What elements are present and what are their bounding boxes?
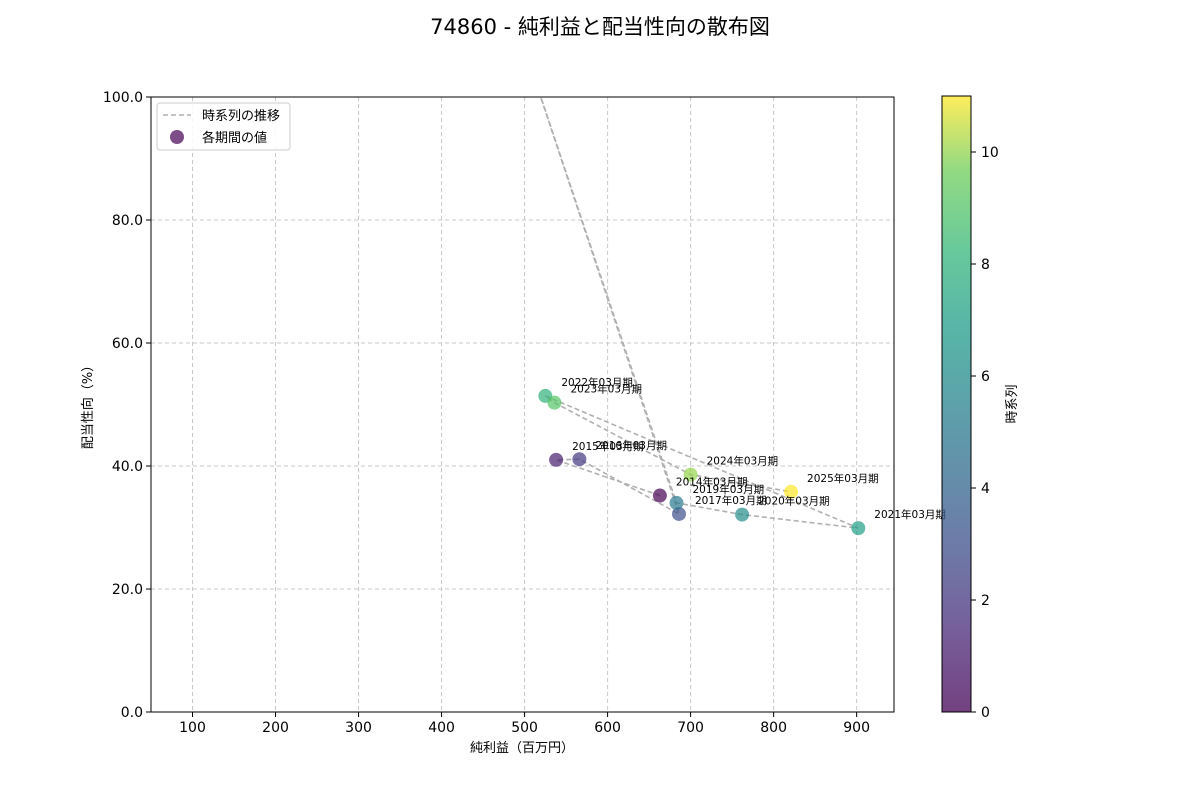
- point-annotation: 2019年03月期: [692, 483, 764, 496]
- point-annotation: 2021年03月期: [874, 508, 946, 521]
- colorbar-tick-label: 6: [981, 369, 990, 385]
- data-point: [652, 488, 667, 503]
- point-annotation: 2025年03月期: [807, 472, 879, 485]
- x-tick-label: 600: [594, 720, 621, 736]
- x-tick-label: 100: [179, 720, 206, 736]
- legend-points-label: 各期間の値: [202, 130, 267, 146]
- data-point: [671, 506, 686, 521]
- data-point: [669, 495, 684, 510]
- point-annotation: 2016年03月期: [595, 439, 667, 452]
- point-annotation: 2024年03月期: [707, 455, 779, 468]
- x-tick-label: 400: [428, 720, 455, 736]
- data-point: [572, 452, 587, 467]
- point-annotation: 2014年03月期: [676, 476, 748, 489]
- x-tick-label: 500: [511, 720, 538, 736]
- y-axis: 0.0 20.0 40.0 60.0 80.0 100.0: [103, 90, 151, 721]
- trend-line: [539, 97, 859, 529]
- point-annotation: 2020年03月期: [758, 495, 830, 508]
- point-annotation: 2023年03月期: [570, 383, 642, 396]
- colorbar-label: 時系列: [1005, 384, 1020, 423]
- y-tick-label: 100.0: [103, 90, 143, 106]
- colorbar-tick-label: 10: [981, 145, 999, 161]
- x-tick-label: 700: [677, 720, 704, 736]
- legend-trend-label: 時系列の推移: [202, 109, 280, 124]
- point-annotation: 2017年03月期: [695, 494, 767, 507]
- colorbar-ticks: 0 2 4 6 8 10: [971, 145, 999, 721]
- plot-frame: [150, 96, 895, 713]
- data-point: [735, 507, 750, 522]
- colorbar-tick-label: 0: [981, 705, 990, 721]
- data-point: [784, 484, 799, 499]
- x-tick-label: 200: [262, 720, 289, 736]
- x-tick-label: 900: [843, 720, 870, 736]
- data-point: [501, 0, 515, 6]
- colorbar-gradient: [941, 95, 972, 713]
- y-tick-label: 60.0: [112, 336, 143, 352]
- colorbar-tick-label: 2: [981, 593, 990, 609]
- y-axis-label: 配当性向（%）: [80, 359, 96, 449]
- data-point: [851, 521, 866, 536]
- trend-layer: [539, 97, 859, 529]
- x-tick-label: 800: [760, 720, 787, 736]
- point-annotation: 2015年03月期: [572, 440, 644, 453]
- colorbar-tick-label: 8: [981, 257, 990, 273]
- y-tick-label: 40.0: [112, 459, 143, 475]
- x-axis-label: 純利益（百万円）: [470, 741, 574, 756]
- y-tick-label: 20.0: [112, 582, 143, 598]
- data-point: [547, 395, 562, 410]
- data-point: [549, 452, 564, 467]
- y-tick-label: 0.0: [121, 705, 143, 721]
- x-axis: 100 200 300 400 500 600 700 800 900: [179, 712, 870, 736]
- colorbar-tick-label: 4: [981, 481, 990, 497]
- annotations-layer: 2014年03月期2015年03月期2016年03月期2017年03月期2018…: [561, 376, 946, 521]
- colorbar: 0 2 4 6 8 10 時系列: [941, 95, 1020, 721]
- legend-points-swatch: [170, 130, 184, 144]
- chart-title: 74860 - 純利益と配当性向の散布図: [430, 15, 770, 39]
- data-point: [683, 467, 698, 482]
- points-layer: [501, 0, 866, 536]
- grid-layer: [151, 96, 894, 713]
- x-tick-label: 300: [345, 720, 372, 736]
- y-tick-label: 80.0: [112, 213, 143, 229]
- point-annotation: 2022年03月期: [561, 376, 633, 389]
- legend: 時系列の推移 各期間の値: [156, 102, 291, 151]
